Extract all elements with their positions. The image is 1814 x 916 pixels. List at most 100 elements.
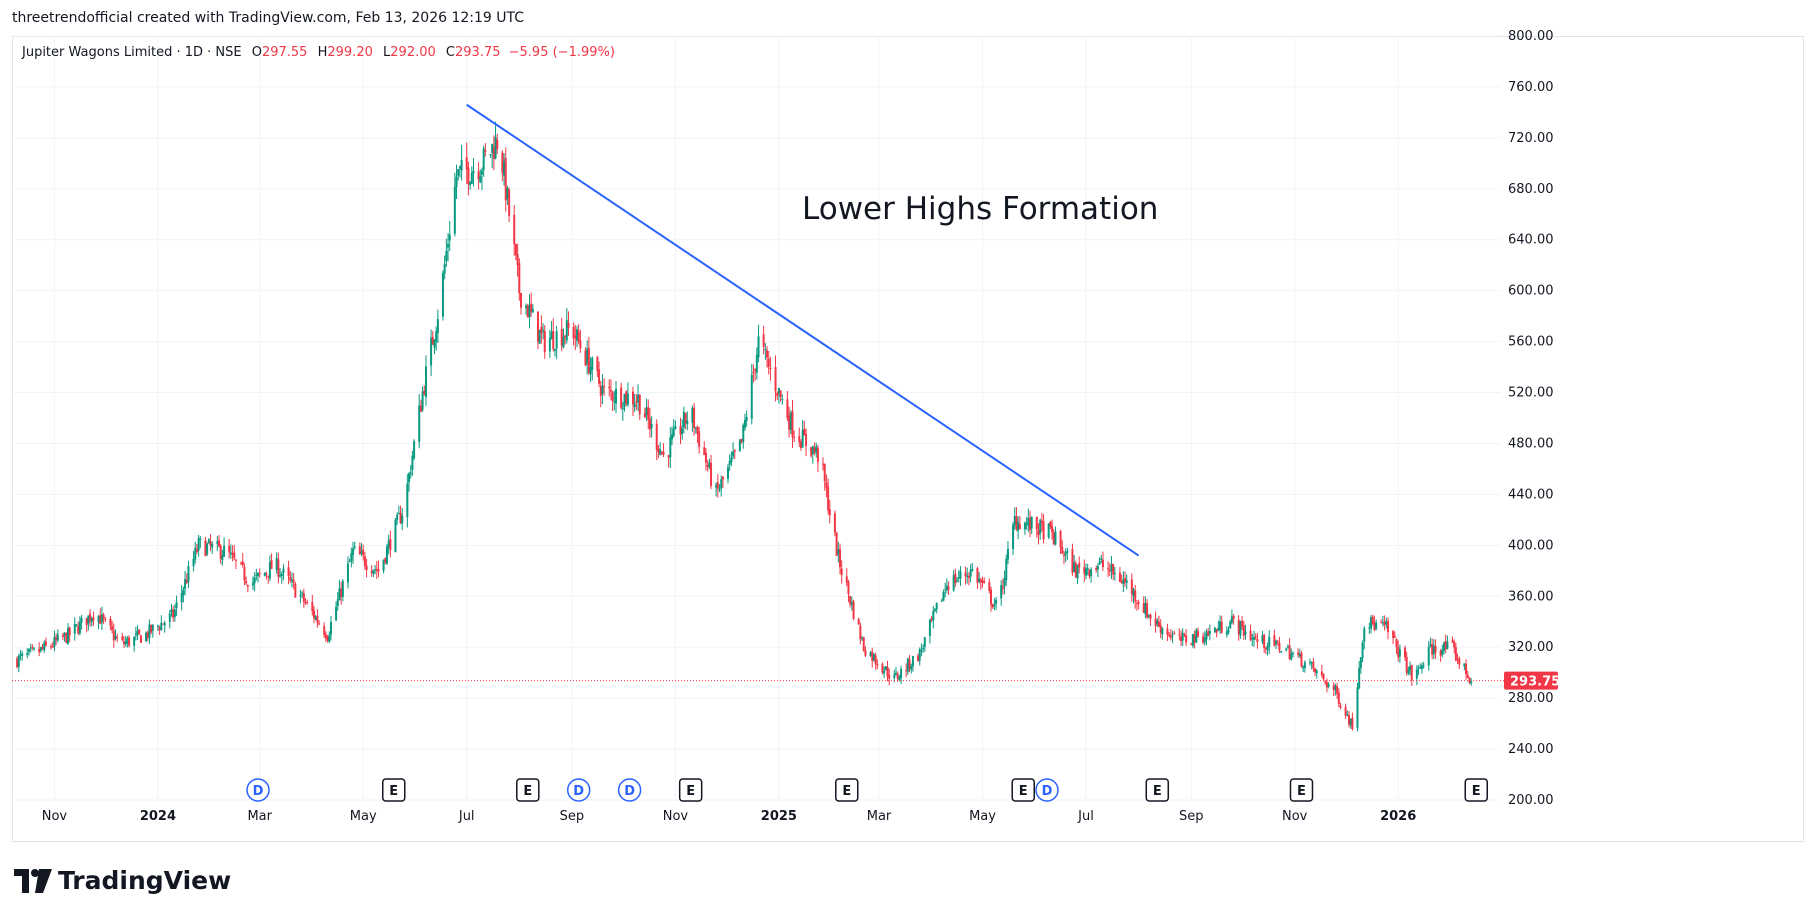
candle-body bbox=[1239, 620, 1242, 636]
candle-body bbox=[1463, 663, 1466, 667]
candle-body bbox=[976, 568, 979, 583]
candle-body bbox=[562, 336, 565, 348]
candle-body bbox=[1161, 628, 1164, 635]
candle-body bbox=[935, 602, 938, 610]
candle-body bbox=[1315, 670, 1318, 674]
candle-body bbox=[1144, 602, 1147, 615]
candle-body bbox=[1054, 531, 1057, 545]
candle-body bbox=[173, 609, 176, 617]
candle-body bbox=[489, 154, 492, 156]
candle-body bbox=[104, 618, 107, 620]
candle-body bbox=[727, 467, 730, 479]
candle-body bbox=[65, 633, 68, 643]
candle-body bbox=[1358, 667, 1361, 689]
candle-body bbox=[613, 401, 616, 403]
candle-body bbox=[847, 581, 850, 595]
candle-body bbox=[704, 452, 707, 463]
candle-body bbox=[1327, 684, 1330, 687]
candle-body bbox=[1156, 620, 1159, 625]
candle-body bbox=[898, 676, 901, 680]
candle-body bbox=[1090, 569, 1093, 577]
candle-body bbox=[360, 551, 363, 554]
candle-body bbox=[1100, 558, 1103, 560]
candle-body bbox=[335, 607, 338, 621]
candle-body bbox=[26, 653, 29, 655]
candle-body bbox=[1051, 525, 1054, 533]
candle-body bbox=[219, 545, 222, 559]
candle-body bbox=[781, 398, 784, 400]
candle-body bbox=[543, 331, 546, 352]
candle-body bbox=[1422, 665, 1425, 667]
candle-body bbox=[952, 575, 955, 591]
candle-body bbox=[598, 369, 601, 384]
legend-open-label: O bbox=[251, 45, 262, 60]
candle-body bbox=[1183, 634, 1186, 636]
candle-body bbox=[436, 319, 439, 333]
candle-body bbox=[1108, 570, 1111, 572]
candle-body bbox=[1101, 559, 1104, 567]
candle-body bbox=[1027, 518, 1030, 526]
candle-body bbox=[833, 513, 836, 533]
candle-body bbox=[1078, 562, 1081, 568]
candle-body bbox=[139, 635, 142, 643]
candle-body bbox=[810, 447, 813, 456]
candle-body bbox=[100, 614, 103, 623]
candle-body bbox=[1242, 625, 1245, 636]
candle-body bbox=[957, 577, 960, 579]
candle-body bbox=[382, 559, 385, 571]
candle-body bbox=[353, 546, 356, 548]
candle-body bbox=[966, 575, 969, 577]
candle-body bbox=[752, 372, 755, 374]
candle-body bbox=[1023, 522, 1026, 530]
candle-body bbox=[128, 637, 131, 646]
candle-body bbox=[599, 386, 602, 396]
candle-body bbox=[352, 548, 355, 556]
candle-body bbox=[1370, 617, 1373, 629]
candle-body bbox=[170, 609, 173, 613]
candle-body bbox=[864, 650, 867, 656]
dividend-badge bbox=[566, 778, 591, 802]
candle-body bbox=[233, 552, 236, 559]
candle-body bbox=[31, 646, 34, 648]
candle-body bbox=[43, 642, 46, 651]
candle-body bbox=[910, 666, 913, 670]
candle-body bbox=[823, 464, 826, 482]
candle-body bbox=[445, 250, 448, 262]
candle-body bbox=[1017, 522, 1020, 531]
candle-body bbox=[555, 331, 558, 349]
candle-body bbox=[1444, 641, 1447, 650]
candle-body bbox=[492, 147, 495, 160]
candle-body bbox=[822, 463, 825, 465]
candle-body bbox=[73, 624, 76, 634]
candle-body bbox=[265, 573, 268, 575]
candle-body bbox=[223, 545, 226, 557]
candle-body bbox=[586, 348, 589, 364]
candle-body bbox=[920, 649, 923, 651]
earnings-badge bbox=[678, 778, 703, 802]
time-tick-label: Jul bbox=[1077, 809, 1094, 824]
candle-body bbox=[1303, 662, 1306, 668]
candle-body bbox=[231, 552, 234, 555]
candle-body bbox=[1264, 648, 1267, 650]
candle-body bbox=[894, 672, 897, 675]
candle-body bbox=[134, 633, 137, 636]
candle-body bbox=[862, 637, 865, 651]
tradingview-brand[interactable]: TradingView bbox=[14, 866, 231, 895]
candle-body bbox=[1113, 573, 1116, 575]
candle-body bbox=[1066, 551, 1069, 553]
candle-body bbox=[413, 441, 416, 459]
candle-body bbox=[911, 655, 914, 667]
candle-body bbox=[253, 577, 256, 584]
candle-body bbox=[1446, 641, 1449, 649]
candle-body bbox=[44, 641, 47, 646]
price-tick-label: 600.00 bbox=[1508, 284, 1554, 299]
candle-body bbox=[301, 592, 304, 594]
candle-body bbox=[1439, 650, 1442, 656]
candle-body bbox=[350, 553, 353, 562]
candle-body bbox=[852, 601, 855, 619]
last-price-badge bbox=[1504, 671, 1558, 690]
candle-body bbox=[1168, 634, 1171, 636]
earnings-badge-label: E bbox=[389, 784, 398, 799]
candle-body bbox=[148, 624, 151, 639]
